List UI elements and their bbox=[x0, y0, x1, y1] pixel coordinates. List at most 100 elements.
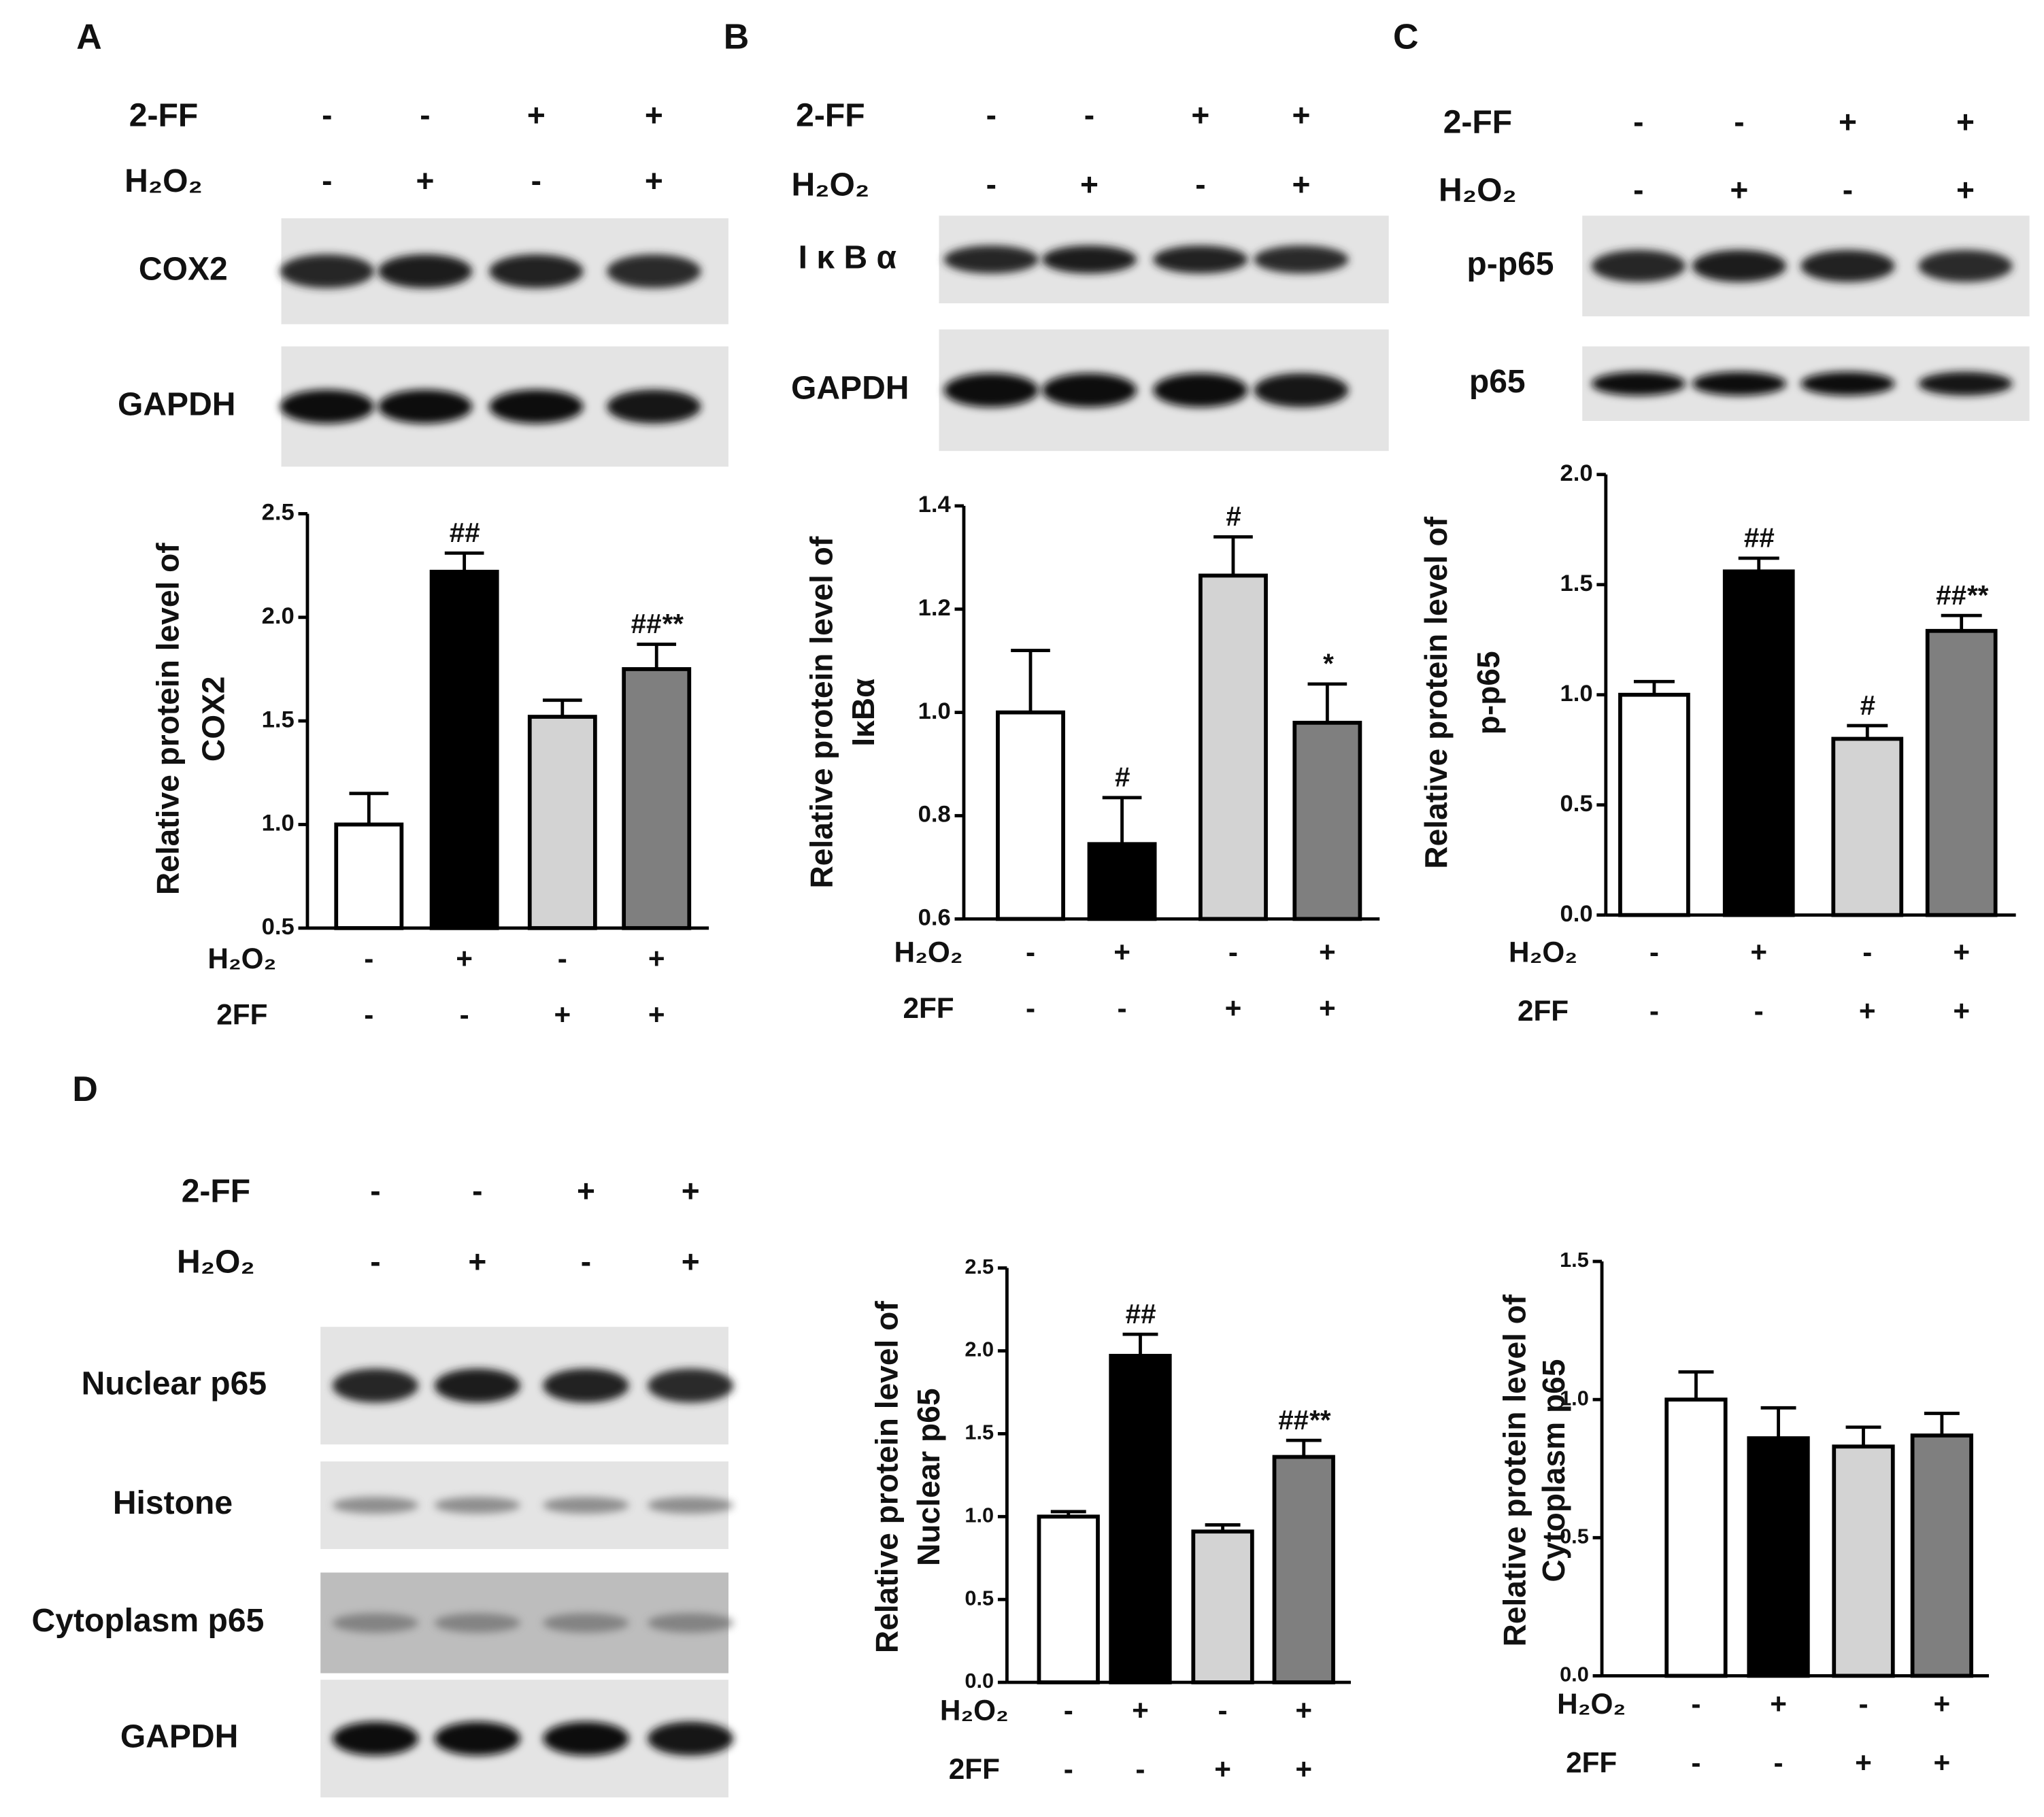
bar bbox=[1747, 1436, 1810, 1678]
blot-band bbox=[332, 1721, 419, 1756]
treatment-sign: - bbox=[370, 1173, 380, 1208]
treatment-name: 2-FF bbox=[129, 98, 198, 134]
treatment-sign: + bbox=[1855, 1746, 1872, 1778]
y-tick-label: 0.5 bbox=[965, 1586, 994, 1610]
treatment-sign: - bbox=[986, 167, 996, 202]
treatment-sign: - bbox=[1218, 1694, 1228, 1726]
blot-band bbox=[280, 254, 374, 288]
bar bbox=[1087, 842, 1157, 921]
treatment-sign: + bbox=[648, 999, 665, 1031]
blot-band bbox=[1153, 373, 1248, 407]
blot-band bbox=[434, 1613, 520, 1633]
blot-label: I κ B α bbox=[799, 239, 897, 275]
treatment-sign: - bbox=[558, 943, 567, 974]
blot-band bbox=[543, 1497, 629, 1514]
blot-band bbox=[489, 254, 584, 288]
blot-label: COX2 bbox=[139, 252, 228, 288]
treatment-sign: - bbox=[322, 163, 332, 198]
blot-band bbox=[648, 1721, 734, 1756]
blot-label: Cytoplasm p65 bbox=[32, 1603, 265, 1639]
y-tick-label: 0.0 bbox=[1560, 901, 1592, 927]
panel-letter: C bbox=[1393, 16, 1418, 56]
blot-band bbox=[332, 1613, 419, 1633]
bar bbox=[1292, 720, 1362, 921]
treatment-sign: + bbox=[416, 163, 435, 198]
blot-label: p-p65 bbox=[1467, 246, 1554, 282]
treatment-sign: + bbox=[645, 163, 663, 198]
treatment-sign: - bbox=[581, 1244, 591, 1279]
y-tick-label: 1.2 bbox=[918, 595, 951, 621]
bar bbox=[429, 569, 499, 930]
y-tick-label: 1.0 bbox=[262, 811, 295, 836]
treatment-sign: + bbox=[554, 999, 571, 1031]
treatment-sign: + bbox=[1956, 172, 1975, 207]
treatment-sign: + bbox=[1191, 97, 1209, 133]
treatment-sign: + bbox=[1859, 995, 1876, 1027]
blot-label: Nuclear p65 bbox=[82, 1365, 267, 1402]
treatment-sign: + bbox=[1113, 936, 1130, 968]
treatment-sign: - bbox=[1118, 992, 1127, 1024]
bar bbox=[1037, 1514, 1100, 1684]
treatment-name: H₂O₂ bbox=[177, 1244, 255, 1280]
blot-label: p65 bbox=[1469, 364, 1526, 400]
treatment-sign: + bbox=[648, 943, 665, 974]
treatment-sign: + bbox=[645, 97, 663, 133]
treatment-sign: - bbox=[1228, 936, 1238, 968]
y-tick-label: 2.0 bbox=[1560, 460, 1592, 486]
y-tick-label: 1.0 bbox=[965, 1503, 994, 1527]
treatment-sign: - bbox=[1691, 1746, 1700, 1778]
y-axis-label: Relative protein level of bbox=[1418, 516, 1454, 868]
treatment-name: H₂O₂ bbox=[940, 1694, 1009, 1726]
treatment-name: 2FF bbox=[1518, 995, 1569, 1027]
treatment-sign: + bbox=[577, 1173, 595, 1208]
blot-label: GAPDH bbox=[118, 387, 236, 423]
y-tick-label: 0.5 bbox=[1560, 791, 1592, 817]
blot-band bbox=[434, 1368, 520, 1403]
treatment-sign: + bbox=[1295, 1694, 1312, 1726]
blot-band bbox=[1918, 371, 2013, 396]
treatment-sign: + bbox=[1214, 1753, 1231, 1785]
bar bbox=[996, 710, 1065, 921]
blot-band bbox=[1692, 250, 1787, 282]
y-tick-label: 1.5 bbox=[262, 707, 295, 732]
treatment-sign: + bbox=[1730, 172, 1748, 207]
blot-band bbox=[648, 1368, 734, 1403]
bar bbox=[1832, 1444, 1895, 1678]
treatment-sign: - bbox=[1774, 1746, 1783, 1778]
treatment-sign: + bbox=[1839, 104, 1857, 139]
treatment-sign: - bbox=[1026, 936, 1035, 968]
y-axis-label: Relative protein level of bbox=[869, 1301, 905, 1653]
y-tick-label: 2.5 bbox=[262, 500, 295, 526]
bar bbox=[1664, 1397, 1728, 1678]
treatment-sign: - bbox=[364, 999, 373, 1031]
blot-band bbox=[434, 1497, 520, 1514]
treatment-name: H₂O₂ bbox=[207, 943, 276, 974]
bar bbox=[622, 667, 692, 930]
panel-letter: A bbox=[76, 16, 101, 56]
significance-label: ##** bbox=[1936, 579, 1990, 611]
blot-band bbox=[332, 1368, 419, 1403]
treatment-name: 2FF bbox=[216, 999, 267, 1031]
treatment-sign: - bbox=[322, 97, 332, 133]
treatment-sign: + bbox=[1295, 1753, 1312, 1785]
y-tick-label: 0.5 bbox=[1560, 1524, 1589, 1548]
blot-band bbox=[648, 1613, 734, 1633]
treatment-sign: + bbox=[682, 1173, 700, 1208]
y-tick-label: 1.0 bbox=[918, 698, 951, 724]
treatment-sign: - bbox=[1843, 172, 1853, 207]
blot-band bbox=[489, 389, 584, 424]
y-axis-label: Nuclear p65 bbox=[911, 1388, 946, 1566]
treatment-sign: + bbox=[1953, 995, 1970, 1027]
y-tick-label: 1.5 bbox=[1560, 571, 1592, 596]
treatment-sign: + bbox=[682, 1244, 700, 1279]
y-tick-label: 2.5 bbox=[965, 1255, 994, 1278]
y-tick-label: 2.0 bbox=[262, 603, 295, 629]
treatment-sign: + bbox=[456, 943, 473, 974]
blot-band bbox=[543, 1721, 629, 1756]
y-tick-label: 1.0 bbox=[1560, 1386, 1589, 1410]
treatment-sign: + bbox=[1132, 1694, 1149, 1726]
treatment-sign: + bbox=[1319, 936, 1336, 968]
panel-letter: B bbox=[724, 16, 749, 56]
y-axis-label: Relative protein level of bbox=[150, 543, 185, 895]
